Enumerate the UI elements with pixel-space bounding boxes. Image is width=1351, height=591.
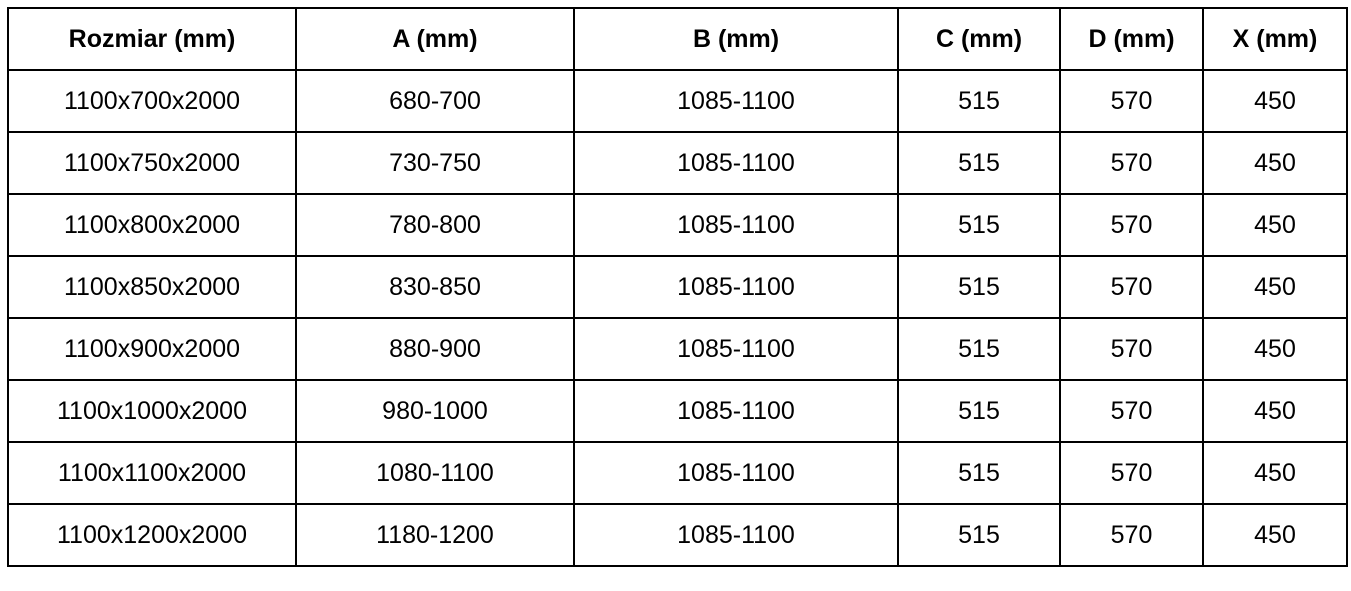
cell-b: 1085-1100	[573, 503, 899, 567]
header-row: Rozmiar (mm) A (mm) B (mm) C (mm) D (mm)…	[7, 7, 1348, 71]
cell-x: 450	[1202, 317, 1348, 381]
cell-d: 570	[1059, 69, 1204, 133]
cell-x: 450	[1202, 193, 1348, 257]
header-c: C (mm)	[897, 7, 1061, 71]
cell-d: 570	[1059, 193, 1204, 257]
cell-x: 450	[1202, 503, 1348, 567]
cell-a: 980-1000	[295, 379, 575, 443]
cell-rozmiar: 1100x750x2000	[7, 131, 297, 195]
cell-x: 450	[1202, 131, 1348, 195]
cell-a: 680-700	[295, 69, 575, 133]
cell-a: 830-850	[295, 255, 575, 319]
table-row: 1100x850x2000 830-850 1085-1100 515 570 450	[7, 255, 1348, 319]
cell-c: 515	[897, 131, 1061, 195]
cell-c: 515	[897, 503, 1061, 567]
cell-x: 450	[1202, 255, 1348, 319]
cell-d: 570	[1059, 379, 1204, 443]
cell-b: 1085-1100	[573, 379, 899, 443]
cell-b: 1085-1100	[573, 69, 899, 133]
header-d: D (mm)	[1059, 7, 1204, 71]
cell-d: 570	[1059, 255, 1204, 319]
cell-c: 515	[897, 441, 1061, 505]
cell-rozmiar: 1100x800x2000	[7, 193, 297, 257]
table-row: 1100x1100x2000 1080-1100 1085-1100 515 570 45…	[7, 441, 1348, 505]
cell-x: 450	[1202, 69, 1348, 133]
cell-a: 780-800	[295, 193, 575, 257]
header-a: A (mm)	[295, 7, 575, 71]
table-row: 1100x750x2000 730-750 1085-1100 515 570 450	[7, 131, 1348, 195]
cell-c: 515	[897, 379, 1061, 443]
cell-x: 450	[1202, 441, 1348, 505]
table-row: 1100x800x2000 780-800 1085-1100 515 570 450	[7, 193, 1348, 257]
cell-b: 1085-1100	[573, 441, 899, 505]
cell-b: 1085-1100	[573, 317, 899, 381]
cell-d: 570	[1059, 317, 1204, 381]
table-row: 1100x1200x2000 1180-1200 1085-1100 515 570 45…	[7, 503, 1348, 567]
cell-c: 515	[897, 317, 1061, 381]
cell-x: 450	[1202, 379, 1348, 443]
cell-a: 880-900	[295, 317, 575, 381]
cell-b: 1085-1100	[573, 255, 899, 319]
cell-rozmiar: 1100x1100x2000	[7, 441, 297, 505]
cell-rozmiar: 1100x1000x2000	[7, 379, 297, 443]
header-rozmiar: Rozmiar (mm)	[7, 7, 297, 71]
cell-c: 515	[897, 69, 1061, 133]
cell-b: 1085-1100	[573, 193, 899, 257]
header-x: X (mm)	[1202, 7, 1348, 71]
cell-rozmiar: 1100x700x2000	[7, 69, 297, 133]
table-row: 1100x1000x2000 980-1000 1085-1100 515 570 450	[7, 379, 1348, 443]
dimensions-table: Rozmiar (mm) A (mm) B (mm) C (mm) D (mm)…	[7, 7, 1348, 567]
table-body: 1100x700x2000 680-700 1085-1100 515 570 450 11…	[7, 69, 1348, 567]
header-b: B (mm)	[573, 7, 899, 71]
cell-rozmiar: 1100x900x2000	[7, 317, 297, 381]
cell-rozmiar: 1100x1200x2000	[7, 503, 297, 567]
cell-c: 515	[897, 193, 1061, 257]
cell-d: 570	[1059, 503, 1204, 567]
table-row: 1100x900x2000 880-900 1085-1100 515 570 450	[7, 317, 1348, 381]
cell-a: 1180-1200	[295, 503, 575, 567]
cell-d: 570	[1059, 441, 1204, 505]
cell-rozmiar: 1100x850x2000	[7, 255, 297, 319]
cell-a: 730-750	[295, 131, 575, 195]
cell-b: 1085-1100	[573, 131, 899, 195]
cell-c: 515	[897, 255, 1061, 319]
cell-a: 1080-1100	[295, 441, 575, 505]
table-row: 1100x700x2000 680-700 1085-1100 515 570 450	[7, 69, 1348, 133]
cell-d: 570	[1059, 131, 1204, 195]
